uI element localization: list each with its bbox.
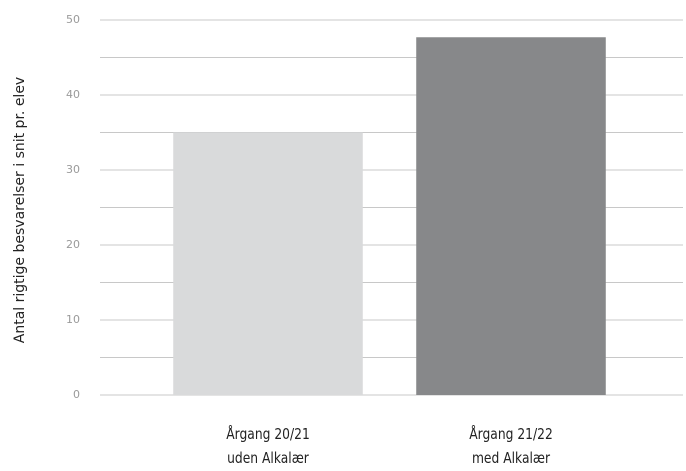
y-tick-label: 40 xyxy=(66,88,80,101)
y-tick-label: 20 xyxy=(66,238,80,251)
y-tick-label: 50 xyxy=(66,13,80,26)
y-tick-label: 0 xyxy=(73,388,80,401)
y-tick-label: 30 xyxy=(66,163,80,176)
y-tick-label: 10 xyxy=(66,313,80,326)
bar xyxy=(173,132,363,395)
y-axis-label: Antal rigtige besvarelser i snit pr. ele… xyxy=(12,77,28,343)
x-tick-label: Årgang 20/21 uden Alkalær xyxy=(226,425,310,467)
x-tick-label: Årgang 21/22 med Alkalær xyxy=(469,425,553,467)
bar xyxy=(416,37,606,395)
